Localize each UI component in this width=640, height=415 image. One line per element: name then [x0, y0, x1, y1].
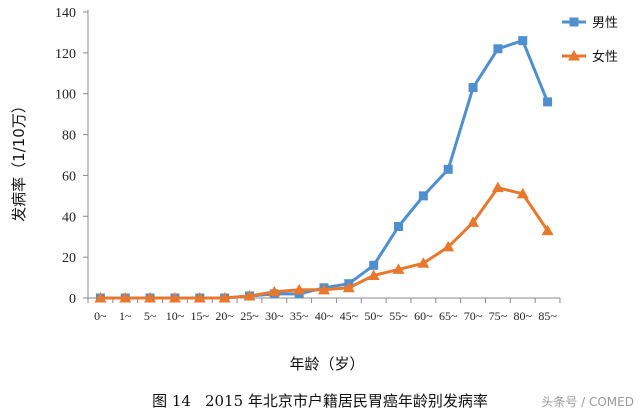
- y-tick-label: 0: [69, 292, 76, 307]
- x-tick-label: 40~: [315, 309, 334, 323]
- x-axis-title: 年龄（岁）: [289, 355, 364, 373]
- data-point-triangle: [467, 216, 480, 227]
- figure-caption: 图 14 2015 年北京市户籍居民胃癌年龄别发病率: [0, 390, 640, 411]
- x-tick-label: 0~: [94, 309, 107, 323]
- data-point-triangle: [367, 269, 380, 281]
- series-line: [100, 186, 549, 300]
- x-tick-label: 60~: [414, 309, 433, 323]
- data-point-square: [468, 83, 478, 93]
- x-tick-label: 1~: [119, 309, 132, 323]
- y-axis-ticks: 0 20 40 60 80 100 120 140: [55, 6, 88, 307]
- x-tick-label: 85~: [538, 309, 557, 323]
- x-tick-label: 20~: [215, 309, 234, 323]
- data-point-triangle: [491, 181, 504, 193]
- series-line: [100, 39, 549, 300]
- y-tick-label: 100: [55, 88, 76, 103]
- x-tick-label: 10~: [166, 309, 185, 323]
- y-tick-label: 80: [62, 129, 76, 144]
- data-point-triangle: [541, 224, 554, 236]
- chart-axes: [87, 10, 560, 299]
- data-point-square: [443, 164, 453, 174]
- y-axis-title: 发病率（1/10万）: [10, 98, 28, 222]
- data-point-square: [543, 97, 553, 107]
- data-point-triangle: [417, 257, 430, 268]
- data-point-square: [418, 191, 428, 201]
- x-tick-label: 35~: [290, 309, 309, 323]
- x-tick-label: 65~: [439, 309, 458, 323]
- x-tick-label: 30~: [265, 309, 284, 323]
- x-tick-label: 5~: [144, 309, 157, 323]
- series-layer: [94, 36, 554, 303]
- x-tick-label: 70~: [464, 309, 483, 323]
- y-tick-label: 120: [55, 47, 76, 62]
- x-tick-label: 80~: [513, 309, 532, 323]
- data-point-triangle: [318, 283, 330, 295]
- x-tick-label: 75~: [489, 309, 508, 323]
- data-point-triangle: [144, 292, 157, 303]
- x-tick-label: 25~: [240, 309, 259, 323]
- data-point-triangle: [392, 263, 405, 274]
- x-tick-label: 55~: [389, 309, 408, 323]
- series-1: [95, 36, 553, 303]
- figure-caption-text: 2015 年北京市户籍居民胃癌年龄别发病率: [204, 392, 488, 410]
- legend-label: 男性: [592, 16, 618, 31]
- data-point-triangle: [119, 292, 132, 303]
- y-tick-label: 60: [62, 169, 76, 184]
- watermark: 头条号 / COMED: [541, 395, 634, 409]
- data-point-triangle: [243, 289, 256, 301]
- data-point-triangle: [342, 281, 355, 293]
- series-2: [94, 181, 554, 303]
- data-point-square: [518, 36, 528, 46]
- x-tick-label: 50~: [364, 309, 383, 323]
- data-point-triangle: [268, 285, 281, 297]
- y-tick-label: 140: [55, 6, 76, 21]
- y-tick-label: 20: [62, 251, 76, 266]
- data-point-triangle: [193, 292, 206, 303]
- data-point-triangle: [218, 292, 231, 303]
- line-chart: 0 20 40 60 80 100 120 140 0~ 1~ 5~ 10~ 15~ 20~ 25~ 30~…: [10, 6, 618, 373]
- x-axis-ticks: 0~ 1~ 5~ 10~ 15~ 20~ 25~ 30~ 35~ 40~ 45~ 50~ 55~ 60~ 6…: [87, 298, 561, 323]
- data-point-triangle: [94, 292, 107, 303]
- legend-marker-square: [569, 17, 579, 27]
- data-point-square: [369, 260, 379, 270]
- x-tick-label: 15~: [191, 309, 210, 323]
- data-point-triangle: [293, 283, 306, 295]
- legend-label: 女性: [592, 49, 618, 65]
- x-tick-label: 45~: [340, 309, 359, 323]
- y-tick-label: 40: [62, 210, 76, 225]
- data-point-square: [394, 222, 404, 231]
- data-point-triangle: [442, 240, 455, 252]
- legend-marker-triangle: [568, 50, 580, 61]
- data-point-triangle: [516, 187, 529, 199]
- data-point-triangle: [168, 292, 181, 303]
- data-point-square: [493, 44, 503, 54]
- figure-number: 图 14: [152, 392, 191, 410]
